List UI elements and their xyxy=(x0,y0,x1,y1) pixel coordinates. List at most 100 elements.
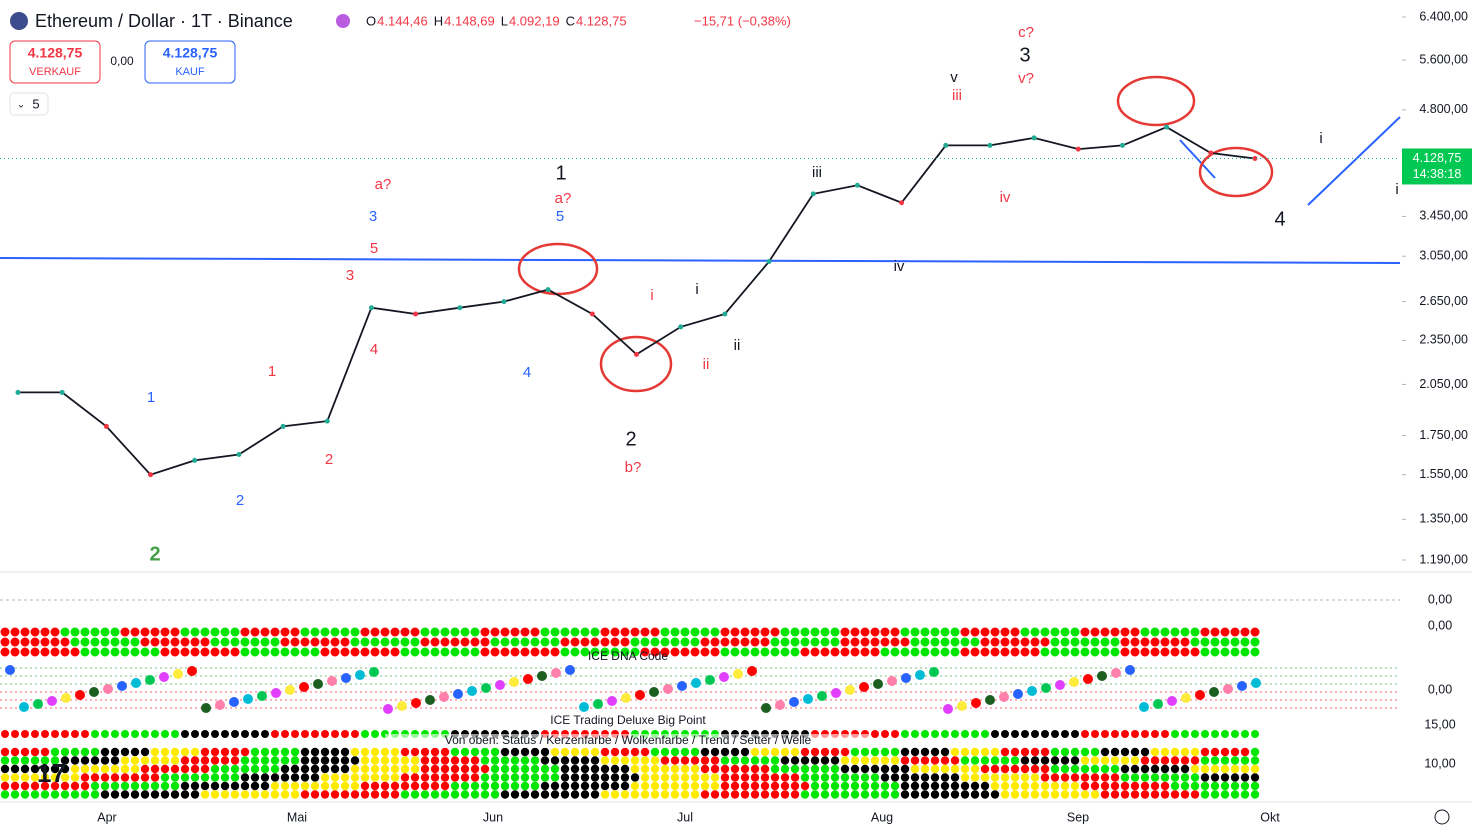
bp-dot xyxy=(600,756,610,765)
status-dot xyxy=(1230,637,1240,647)
status-dot xyxy=(140,627,150,637)
bp-dot xyxy=(261,730,269,738)
tv-logo[interactable]: 17 xyxy=(37,758,66,788)
status-dot xyxy=(440,647,450,657)
status-dot xyxy=(660,637,670,647)
bp-dot xyxy=(740,790,750,799)
status-dot xyxy=(270,647,280,657)
dna-dot xyxy=(915,670,925,680)
highlight-circle xyxy=(1198,146,1274,198)
dna-dot xyxy=(1195,690,1205,700)
status-dot xyxy=(260,637,270,647)
status-dot xyxy=(1150,647,1160,657)
status-dot xyxy=(550,627,560,637)
status-dot xyxy=(990,637,1000,647)
bp-dot xyxy=(1250,790,1260,799)
bp-dot xyxy=(140,756,150,765)
bp-dot xyxy=(920,781,930,791)
source-icon[interactable] xyxy=(336,14,350,28)
status-dot xyxy=(200,627,210,637)
bp-dot xyxy=(240,781,250,791)
bp-dot xyxy=(930,764,940,774)
bp-dot xyxy=(130,764,140,774)
status-dot xyxy=(0,647,10,657)
bp-dot xyxy=(961,730,969,738)
bp-dot xyxy=(850,747,860,757)
status-dot xyxy=(490,647,500,657)
bp-dot xyxy=(971,730,979,738)
bp-dot xyxy=(1091,730,1099,738)
settings-icon[interactable] xyxy=(1434,809,1450,825)
status-dot xyxy=(80,647,90,657)
status-dot xyxy=(460,637,470,647)
status-dot xyxy=(170,647,180,657)
bp-dot xyxy=(130,756,140,765)
bp-dot xyxy=(1131,730,1139,738)
y-tick-label: 5.600,00 xyxy=(1419,52,1468,66)
status-dot xyxy=(280,627,290,637)
bp-dot xyxy=(850,764,860,774)
bp-dot xyxy=(770,764,780,774)
bp-dot xyxy=(330,764,340,774)
status-dot xyxy=(20,647,30,657)
status-dot xyxy=(420,647,430,657)
bp-dot xyxy=(1230,790,1240,799)
bp-dot xyxy=(140,790,150,799)
status-dot xyxy=(530,637,540,647)
status-dot xyxy=(720,627,730,637)
bp-dot xyxy=(300,773,310,782)
ohlc-value: 4.148,69 xyxy=(444,13,495,28)
status-dot xyxy=(540,647,550,657)
bp-dot xyxy=(510,756,520,765)
status-dot xyxy=(670,637,680,647)
bp-dot xyxy=(1110,747,1120,757)
bp-dot xyxy=(131,730,139,738)
bp-dot xyxy=(720,781,730,791)
bp-dot xyxy=(530,764,540,774)
status-dot xyxy=(1210,627,1220,637)
bp-dot xyxy=(390,756,400,765)
bp-dot xyxy=(850,773,860,782)
wave-label: 5 xyxy=(556,208,564,225)
bp-dot xyxy=(620,790,630,799)
bp-dot xyxy=(160,773,170,782)
dna-dot xyxy=(481,683,491,693)
bp-dot xyxy=(420,790,430,799)
bp-dot xyxy=(160,790,170,799)
collapse-button[interactable] xyxy=(9,92,49,116)
bp-dot xyxy=(1200,756,1210,765)
collapse-icon[interactable]: ⌄ xyxy=(17,100,25,111)
status-dot xyxy=(920,647,930,657)
bp-dot xyxy=(320,764,330,774)
status-dot xyxy=(980,637,990,647)
bp-dot xyxy=(230,781,240,791)
bp-dot xyxy=(830,756,840,765)
bp-dot xyxy=(1110,790,1120,799)
bp-dot xyxy=(420,764,430,774)
sell-button[interactable] xyxy=(9,40,101,84)
price-point xyxy=(987,142,993,148)
bp-dot xyxy=(600,781,610,791)
symbol-title[interactable]: Ethereum / Dollar · 1T · Binance xyxy=(35,11,293,31)
collapse-count[interactable]: 5 xyxy=(32,96,39,111)
bp-dot xyxy=(760,773,770,782)
bp-dot xyxy=(730,764,740,774)
price-point xyxy=(457,305,463,311)
status-dot xyxy=(1090,637,1100,647)
status-dot xyxy=(870,637,880,647)
status-dot xyxy=(700,627,710,637)
bp-dot xyxy=(880,764,890,774)
status-dot xyxy=(440,627,450,637)
dna-zero: 0,00 xyxy=(1428,682,1452,696)
status-dot xyxy=(240,627,250,637)
status-dot xyxy=(1000,627,1010,637)
status-dot xyxy=(690,647,700,657)
bp-dot xyxy=(550,781,560,791)
buy-button[interactable] xyxy=(144,40,236,84)
ohlc-key: H xyxy=(434,13,443,28)
status-dot xyxy=(930,637,940,647)
dna-dot xyxy=(355,670,365,680)
status-dot xyxy=(740,647,750,657)
bp-dot xyxy=(550,756,560,765)
bp-dot xyxy=(350,747,360,757)
